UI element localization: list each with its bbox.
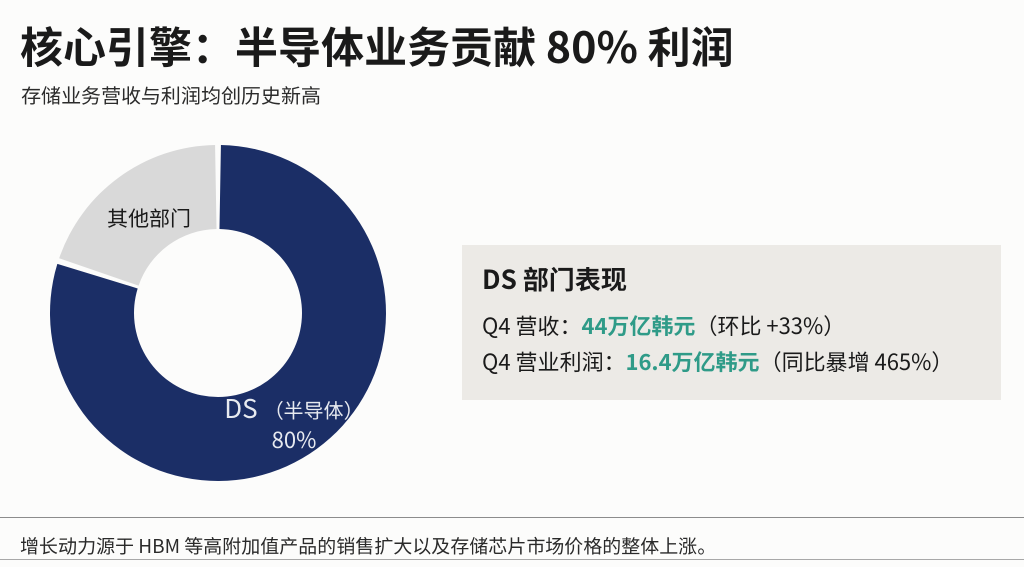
svg-text:DS（半导体）: DS （半导体）	[224, 389, 363, 426]
svg-text:80%: 80%	[272, 423, 317, 455]
svg-text:其他部门: 其他部门	[107, 203, 191, 233]
